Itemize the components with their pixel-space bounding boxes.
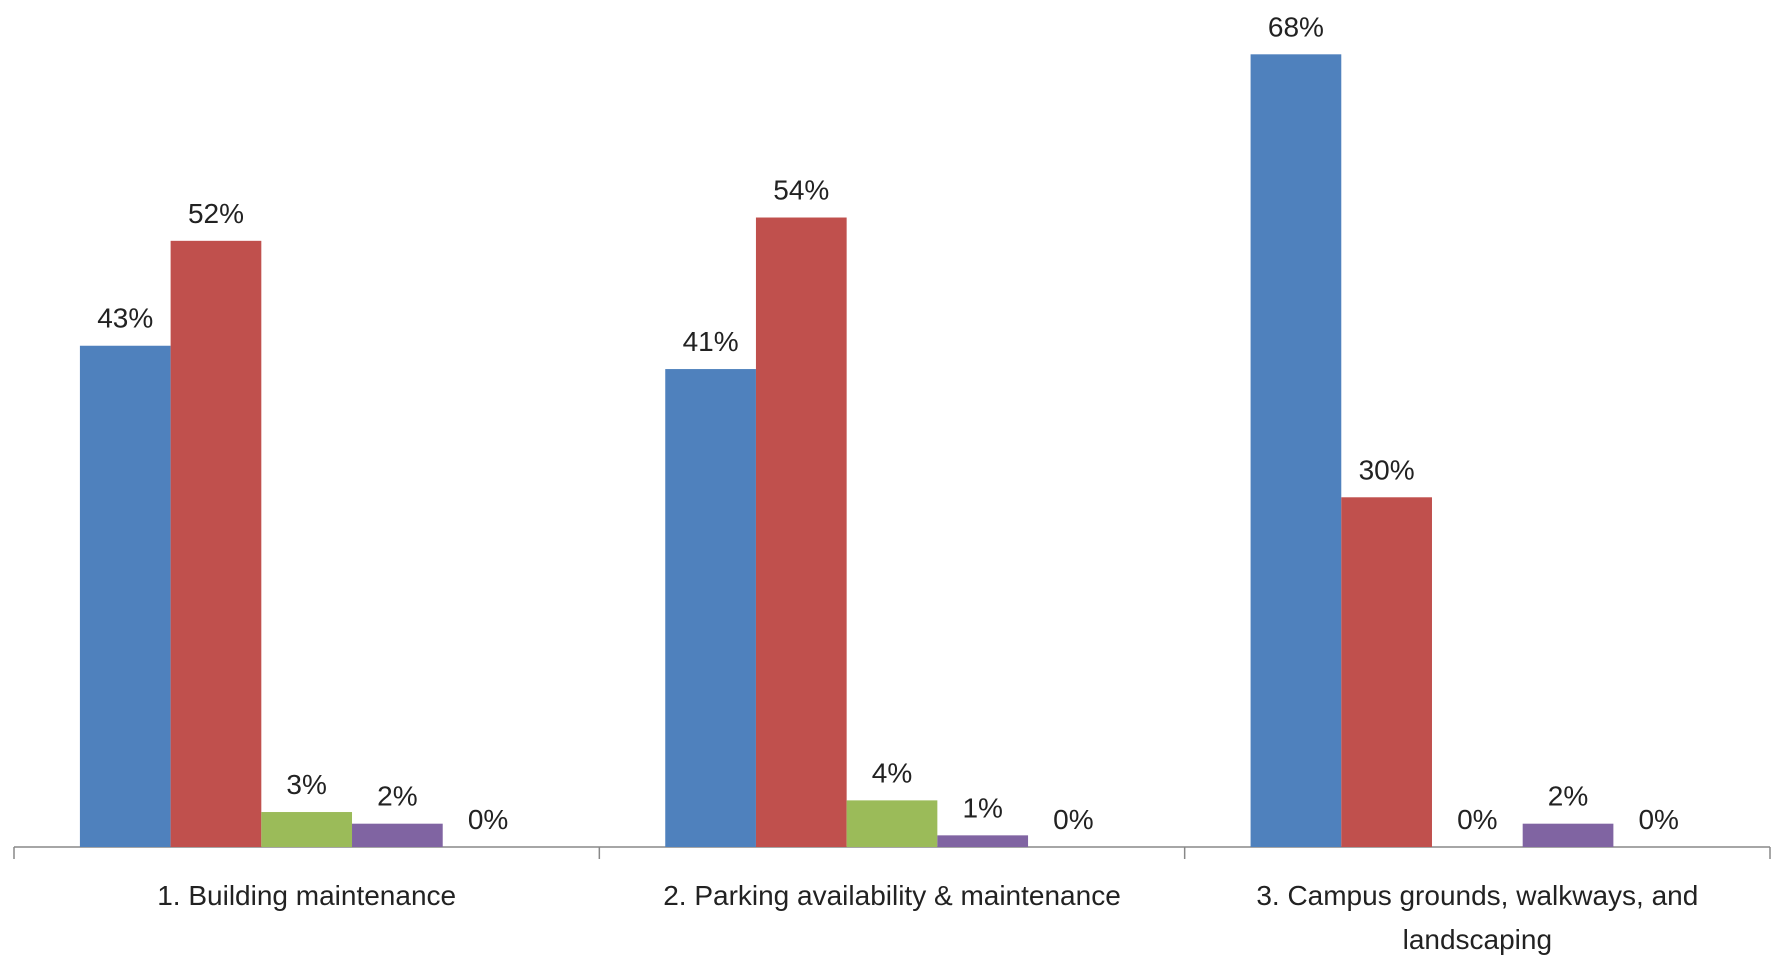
data-label: 0% (468, 804, 508, 835)
data-label: 41% (683, 326, 739, 357)
bar (1522, 823, 1614, 847)
bar (170, 240, 262, 848)
bar (352, 823, 443, 847)
bar (665, 369, 756, 847)
data-label: 30% (1359, 454, 1415, 485)
data-label: 0% (1638, 804, 1678, 835)
bar (79, 345, 171, 847)
data-label: 1% (962, 792, 1002, 823)
bar (1250, 54, 1342, 848)
data-label: 0% (1053, 804, 1093, 835)
data-label: 52% (188, 198, 244, 229)
bar (755, 217, 847, 847)
x-tick-label: 1. Building maintenance (157, 880, 457, 911)
data-label: 54% (773, 175, 829, 206)
data-label: 68% (1268, 11, 1324, 42)
bar (937, 835, 1029, 847)
bar (1341, 497, 1432, 847)
data-label: 0% (1457, 804, 1497, 835)
data-label: 2% (377, 781, 417, 812)
bar (846, 800, 938, 847)
data-label: 43% (97, 303, 153, 334)
bar (261, 812, 353, 847)
data-label: 3% (286, 769, 326, 800)
x-tick-label: 3. Campus grounds, walkways, and landsca… (1256, 880, 1699, 955)
data-label: 2% (1548, 781, 1588, 812)
data-label: 4% (872, 757, 912, 788)
x-tick-label: 2. Parking availability & maintenance (663, 880, 1121, 911)
